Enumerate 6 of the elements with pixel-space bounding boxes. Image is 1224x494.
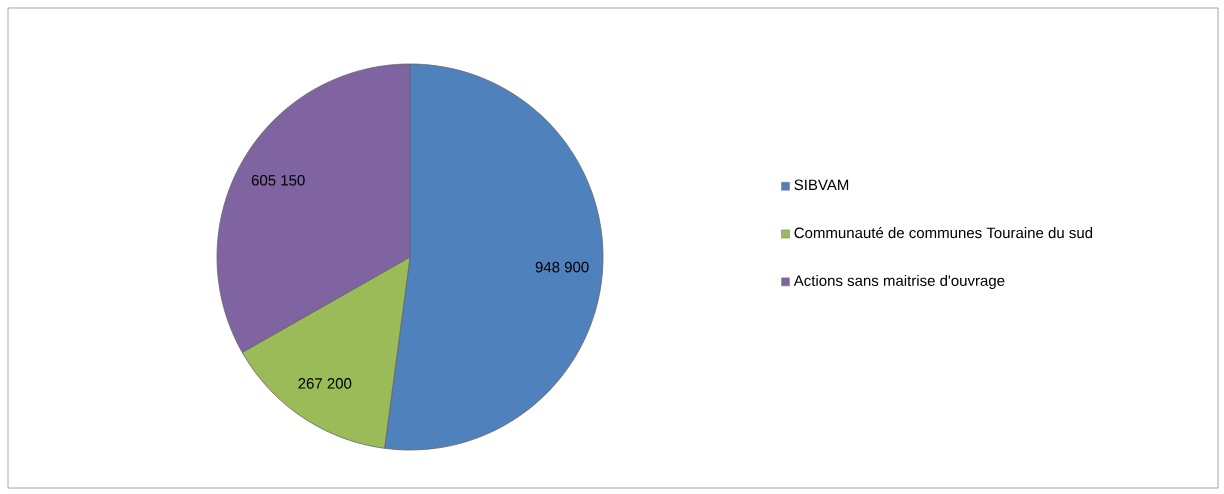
data-label: 605 150 bbox=[251, 175, 305, 186]
data-label: 267 200 bbox=[298, 378, 352, 389]
data-label: 948 900 bbox=[535, 261, 589, 273]
legend-label: Communauté de communes Touraine du sud bbox=[794, 226, 1093, 239]
legend-label: Actions sans maitrise d'ouvrage bbox=[793, 274, 1005, 289]
legend-label: SIBVAM bbox=[794, 179, 849, 191]
